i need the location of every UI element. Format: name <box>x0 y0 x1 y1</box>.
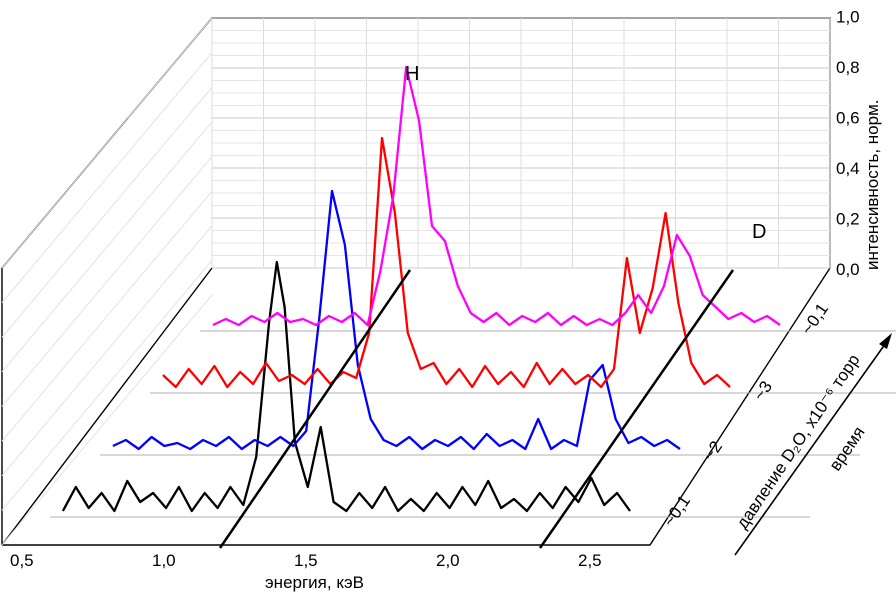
series-line-2 <box>162 136 731 389</box>
x-tick-label: 2,5 <box>578 551 602 570</box>
time-arrow <box>734 333 892 556</box>
x-tick-label: 1,5 <box>294 551 318 570</box>
series-line-0 <box>61 260 631 513</box>
grid-line-side <box>1 294 213 546</box>
x-tick-labels: 0,5 1,0 1,5 2,0 2,5 <box>10 551 602 570</box>
depth-tick-label: ~0,1 <box>660 492 695 530</box>
depth-tick-label: ~3 <box>750 378 777 405</box>
annotation-h: H <box>405 63 419 85</box>
grid-line-side <box>1 156 213 407</box>
grid-line-side <box>1 52 213 303</box>
grid-line-side <box>1 190 213 442</box>
series-baselines <box>50 330 896 518</box>
z-tick-label: 1,0 <box>836 8 860 27</box>
z-tick-label: 0,8 <box>836 58 860 77</box>
grid-line-side <box>1 121 213 373</box>
grid-line-side <box>1 17 213 269</box>
x-tick-label: 2,0 <box>436 551 460 570</box>
grid-line-side <box>1 225 213 477</box>
series-line-3 <box>212 65 781 327</box>
z-tick-label: 0,2 <box>836 210 860 229</box>
depth-tick-label: ~0,1 <box>798 300 833 338</box>
x-tick-label: 0,5 <box>10 551 34 570</box>
chart-frame <box>1 17 831 546</box>
grid-line-side <box>1 260 213 511</box>
time-arrow-label: время <box>826 423 869 474</box>
z-tick-label: 0,4 <box>836 159 860 178</box>
z-axis-label: интенсивность, норм. <box>863 100 882 271</box>
annotation-d: D <box>752 221 766 243</box>
depth-tick-label: ~2 <box>700 438 727 465</box>
z-tick-label: 0,6 <box>836 109 860 128</box>
x-tick-label: 1,0 <box>152 551 176 570</box>
z-tick-label: 0,0 <box>836 260 860 279</box>
series-line-1 <box>112 189 681 451</box>
z-tick-labels: 0,0 0,2 0,4 0,6 0,8 1,0 <box>836 8 860 280</box>
peak-guide-lines <box>218 269 735 549</box>
series-group <box>61 65 781 513</box>
grid-line-side <box>1 86 213 338</box>
x-axis-label: энергия, кэВ <box>265 573 364 592</box>
back-wall-grid <box>1 17 831 546</box>
